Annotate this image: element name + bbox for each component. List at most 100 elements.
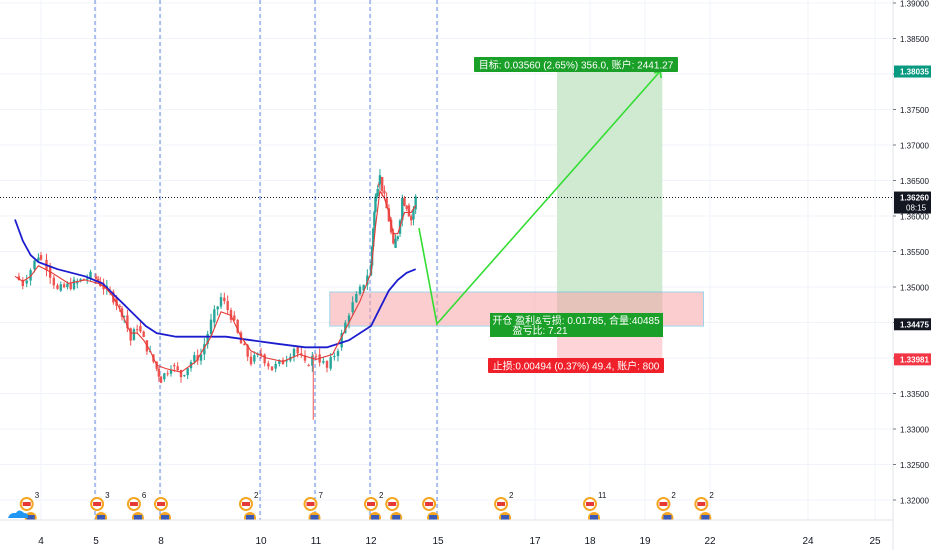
x-tick-label: 17 [529,536,541,547]
candle-body [126,315,129,329]
candle-body [307,365,310,367]
candle-body [39,255,43,260]
candle-body [253,355,256,362]
price-marker-bg [894,65,931,78]
event-count: 2 [379,491,384,500]
candle-body [333,356,336,358]
candle-body [56,285,59,289]
candle-body [213,309,216,323]
candle-body [169,369,173,374]
event-flag-icon [371,515,379,520]
event-flag-icon [701,515,710,520]
candle-body [373,211,376,227]
candle-body [344,322,347,334]
candle-body [285,360,288,362]
event-count: 2 [709,491,714,500]
price-marker-label: 1.38035 [900,68,929,77]
event-icon[interactable]: 2 [239,491,259,524]
candle-body [166,373,169,375]
event-flag-icon [97,515,106,520]
target-label: 目标: 0.03560 (2.65%) 356.0, 账户: 2441.27 [474,57,678,72]
price-marker-sublabel: 08:15 [906,204,927,213]
candle-body [292,348,296,357]
candle-body [372,228,375,247]
y-tick-label: 1.32500 [900,461,929,470]
candle-body [405,205,408,209]
candle-body [300,353,303,356]
event-flag-icon [367,502,375,506]
cloud-icon [8,510,29,518]
projection-path [418,70,661,326]
candle-body [132,329,136,341]
candle-body [142,331,145,337]
stop-label-text: 止损:0.00494 (0.37%) 49.4, 账户: 800 [493,360,660,373]
ma-fast-line [14,189,417,373]
candle-body [401,197,404,221]
candle-body [186,368,189,376]
candle-body [375,196,378,199]
y-tick-label: 1.36000 [900,213,929,222]
candle-body [267,363,270,367]
candle-body [159,376,163,383]
event-flag-icon [425,502,434,506]
x-tick-label: 5 [93,536,99,547]
candle-body [183,375,186,377]
y-tick-label: 1.37500 [900,106,929,115]
event-count: 3 [105,491,110,500]
event-flag-icon [590,515,598,520]
price-marker-label: 1.36260 [900,194,929,203]
candle-body [157,368,161,377]
y-tick-label: 1.37000 [900,142,929,151]
candle-body [176,366,179,371]
x-tick-label: 8 [158,536,164,547]
ma-slow-line [14,219,417,349]
price-marker-label: 1.33981 [900,355,929,364]
x-tick-label: 22 [704,536,716,547]
event-flag-icon [659,502,668,506]
event-flag-icon [157,502,165,506]
event-count: 2 [671,491,676,500]
event-flag-icon [246,515,254,520]
event-flag-icon [310,515,319,520]
candle-body [163,373,166,380]
entry-label-bg [490,313,663,337]
candle-body [383,190,386,194]
candle-body [96,278,100,282]
candle-body [203,344,206,355]
candle-body [351,302,354,312]
candle-body [336,351,340,357]
price-marker: 1.33981 [894,353,931,366]
candle-body [414,196,417,210]
candle-body [270,366,274,371]
x-tick-label: 19 [639,536,651,547]
candle-body [199,354,203,361]
event-flag-icon [133,515,142,520]
candle-body [246,345,249,357]
event-flag-icon [501,515,510,520]
event-flag-icon [697,502,706,506]
candle-body [236,319,239,333]
candle-body [263,354,266,364]
candle-body [33,260,36,270]
price-marker-bg [894,318,931,331]
event-flag-icon [129,502,138,506]
entry-label-line2: 盈亏比: 7.21 [512,325,567,337]
candle-body [69,283,72,290]
x-tick-label: 11 [311,536,322,547]
candle-body [135,329,139,331]
event-flag-icon [161,515,169,520]
candle-body [340,333,343,348]
candle-body [329,356,332,369]
event-flag-icon [586,502,594,506]
event-icon[interactable] [154,497,171,524]
event-count: 2 [254,491,259,500]
candle-body [396,236,399,240]
candle-body [385,198,388,209]
candle-body [173,365,176,367]
y-tick-label: 1.33500 [900,390,929,399]
candle-body [59,284,62,291]
